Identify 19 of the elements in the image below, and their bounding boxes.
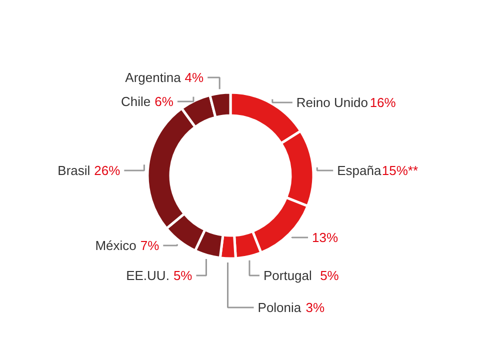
slice-label: España [337,163,382,178]
slice-label: Polonia [258,300,302,315]
data-label: 5% [173,268,193,283]
slice-label: Reino Unido [296,95,368,110]
slice-label: EE.UU. [126,268,170,283]
slice-label: México [95,238,136,253]
data-label: 15%** [382,163,418,178]
data-label: 7% [140,238,160,253]
slice-label: Brasil [58,163,90,178]
slice-label: Portugal [263,268,312,283]
slice-label: Chile [121,94,151,109]
data-label: 16% [370,95,396,110]
data-label: 4% [184,70,204,85]
data-label: 3% [306,300,325,315]
data-label: 5% [320,268,340,283]
data-label: 26% [94,163,121,178]
slice-label: Argentina [125,70,182,85]
data-label: 13% [312,230,338,245]
data-label: 6% [154,94,174,109]
